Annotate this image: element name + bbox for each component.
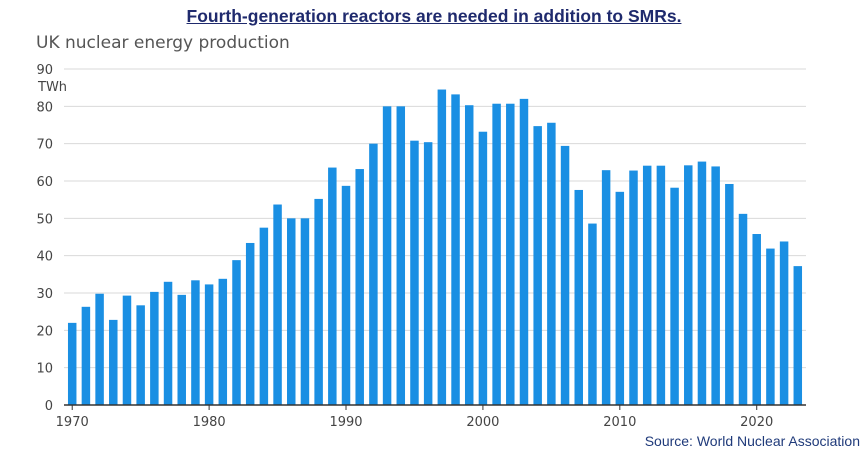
bar-1998 xyxy=(451,94,460,406)
y-tick-label: 50 xyxy=(36,212,53,227)
x-tick-labels: 1970 1980 1990 2000 2010 2020 xyxy=(56,405,773,430)
bar-2018 xyxy=(725,183,734,405)
headline: Fourth-generation reactors are needed in… xyxy=(186,6,682,26)
bar-2006 xyxy=(560,145,570,405)
bar-2002 xyxy=(506,103,515,405)
bar-2016 xyxy=(697,161,707,405)
y-tick-label: 80 xyxy=(36,100,53,115)
bar-1995 xyxy=(410,140,419,405)
bar-2014 xyxy=(670,187,679,405)
bar-2001 xyxy=(492,103,501,405)
bar-1986 xyxy=(287,218,296,405)
bar-2009 xyxy=(601,170,611,405)
x-tick-label: 2020 xyxy=(740,415,773,430)
y-tick-label: 0 xyxy=(45,399,53,414)
bar-2020 xyxy=(752,234,761,405)
bar-1971 xyxy=(81,306,91,405)
bar-2011 xyxy=(629,170,638,405)
bar-2019 xyxy=(738,213,748,405)
y-tick-label: 40 xyxy=(36,250,53,265)
bar-1981 xyxy=(218,278,228,405)
bar-2010 xyxy=(615,191,625,405)
bar-1999 xyxy=(464,105,474,406)
bar-2007 xyxy=(574,189,583,405)
bar-1972 xyxy=(95,293,104,405)
bar-1994 xyxy=(396,106,406,405)
bar-1987 xyxy=(300,218,310,405)
bar-1997 xyxy=(437,89,447,406)
bar-2015 xyxy=(684,165,693,405)
bar-2004 xyxy=(533,126,542,406)
bar-1982 xyxy=(232,260,241,405)
bar-1991 xyxy=(355,169,364,405)
bar-1970 xyxy=(67,322,77,405)
y-axis-unit-label: TWh xyxy=(38,80,68,95)
y-tick-label: 90 xyxy=(36,63,53,78)
y-tick-label: 20 xyxy=(36,324,53,339)
bar-1990 xyxy=(341,185,351,405)
bar-2017 xyxy=(711,166,720,405)
bar-1978 xyxy=(177,294,186,405)
x-tick-label: 2000 xyxy=(466,415,499,430)
bar-2005 xyxy=(547,122,556,405)
bar-1996 xyxy=(423,142,433,405)
bar-1977 xyxy=(163,281,173,405)
bar-1980 xyxy=(204,284,214,405)
bars xyxy=(67,89,803,406)
bar-2000 xyxy=(478,131,488,405)
bar-2012 xyxy=(642,165,652,405)
bar-1989 xyxy=(328,167,337,405)
bar-2013 xyxy=(656,165,666,405)
bar-1984 xyxy=(259,227,269,405)
y-tick-label: 60 xyxy=(36,175,53,190)
source-note: Source: World Nuclear Association xyxy=(644,433,860,449)
x-tick-label: 1970 xyxy=(56,415,89,430)
bar-1985 xyxy=(273,204,282,405)
y-tick-label: 70 xyxy=(36,138,53,153)
bar-1993 xyxy=(382,106,392,405)
x-tick-label: 2010 xyxy=(603,415,636,430)
bar-2008 xyxy=(588,223,597,405)
bar-1988 xyxy=(314,198,323,405)
y-tick-label: 30 xyxy=(36,287,53,302)
x-tick-label: 1980 xyxy=(193,415,226,430)
chart-title: UK nuclear energy production xyxy=(36,33,290,53)
bar-1973 xyxy=(109,319,118,405)
y-tick-labels: 0 10 20 30 40 50 60 70 80 90 xyxy=(36,63,53,414)
bar-1975 xyxy=(136,305,145,405)
bar-2022 xyxy=(779,241,789,405)
bar-1983 xyxy=(245,242,255,405)
bar-1979 xyxy=(191,280,200,405)
bar-2021 xyxy=(766,248,775,405)
bar-1976 xyxy=(150,291,159,405)
bar-2003 xyxy=(519,98,529,405)
bar-2023 xyxy=(793,266,803,405)
bar-1974 xyxy=(122,295,132,405)
y-tick-label: 10 xyxy=(36,362,53,377)
gridlines xyxy=(64,68,806,369)
x-tick-label: 1990 xyxy=(329,415,362,430)
bar-1992 xyxy=(369,143,378,405)
